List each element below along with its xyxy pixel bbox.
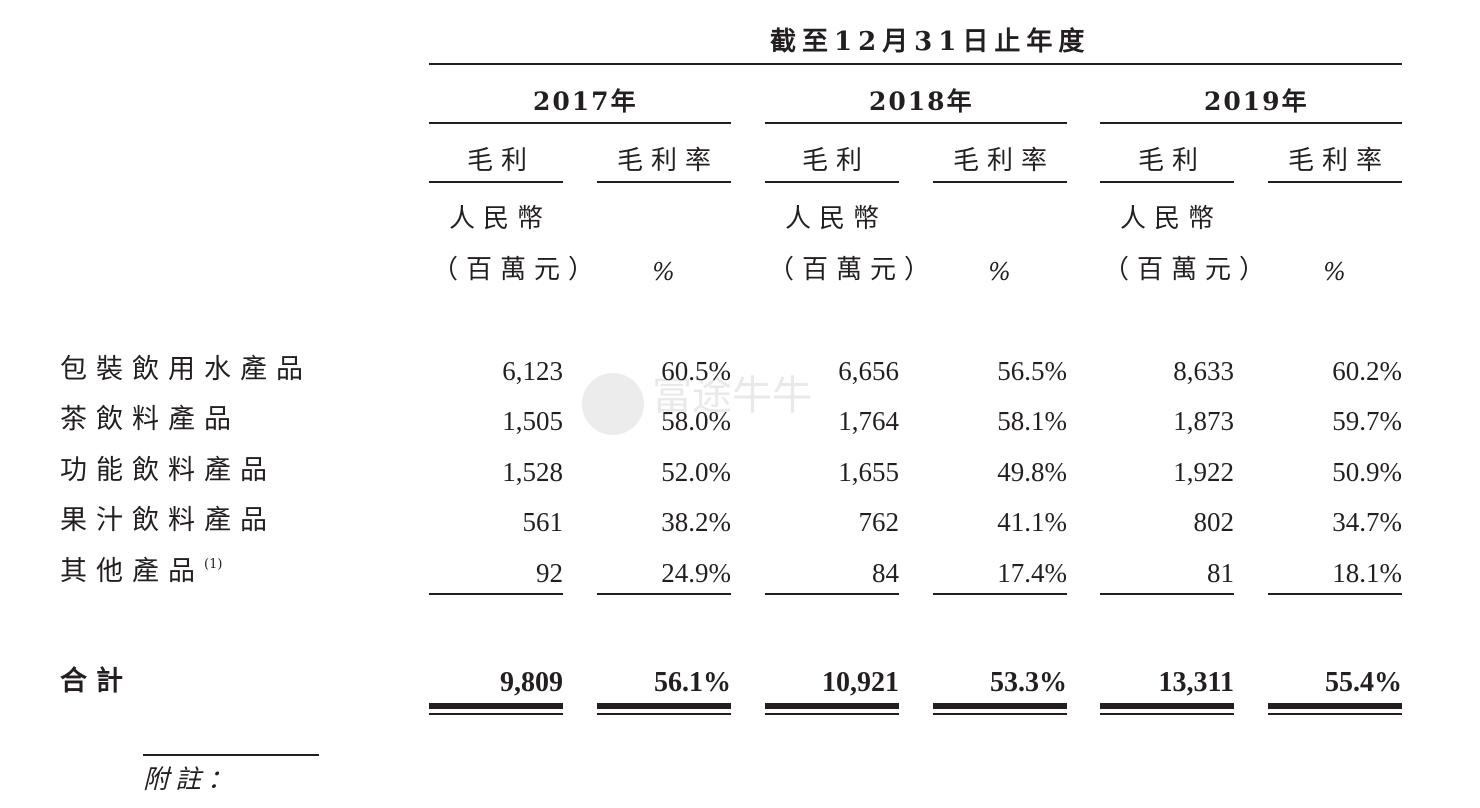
row-label-other-text: 其他產品: [60, 556, 204, 587]
col-gross-margin-2019: 毛利率: [1288, 146, 1391, 176]
watermark-text: 富途牛牛: [652, 373, 812, 419]
cell-value: 1,764: [838, 406, 899, 436]
cell-value: 6,656: [838, 356, 899, 386]
footnote-marker: (1): [204, 557, 223, 572]
cell-value: 49.8%: [997, 457, 1067, 487]
cell-value: 59.7%: [1332, 406, 1402, 436]
cell-value: 561: [522, 507, 564, 537]
header-rule: [429, 63, 1402, 65]
unit-percent-2018: %: [988, 258, 1011, 286]
cell-value: 1,528: [502, 457, 563, 487]
unit-percent-2019: %: [1323, 258, 1346, 286]
cell-value: 60.5%: [661, 356, 731, 386]
year-header-2019: 2019年: [1204, 87, 1309, 116]
year-rule-2018: [765, 122, 1067, 124]
row-label-bottled-water: 包裝飲用水產品: [60, 354, 312, 385]
subtotal-rule: [597, 593, 731, 595]
period-title: 截至12月31日止年度: [770, 27, 1091, 57]
cell-value: 1,922: [1173, 457, 1234, 487]
cell-value: 58.1%: [997, 406, 1067, 436]
year-rule-2017: [429, 122, 731, 124]
subtotal-rule: [429, 593, 563, 595]
cell-value: 84: [872, 558, 899, 588]
cell-value: 1,655: [838, 457, 899, 487]
row-label-functional-beverage: 功能飲料產品: [60, 455, 276, 486]
subtotal-rule: [933, 593, 1067, 595]
total-double-rule: [765, 703, 899, 709]
total-double-rule: [1268, 713, 1402, 715]
total-value: 9,809: [500, 667, 563, 698]
col-rule: [1268, 181, 1402, 183]
year-rule-2019: [1100, 122, 1402, 124]
total-double-rule: [1268, 703, 1402, 709]
watermark-logo-icon: [582, 373, 644, 435]
cell-value: 92: [536, 558, 563, 588]
total-double-rule: [597, 703, 731, 709]
row-label-tea-beverage: 茶飲料產品: [60, 404, 240, 435]
footnote-label: 附註：: [143, 765, 240, 795]
col-rule: [429, 181, 563, 183]
total-double-rule: [1100, 703, 1234, 709]
total-double-rule: [933, 713, 1067, 715]
total-label: 合計: [60, 666, 132, 697]
total-value: 55.4%: [1325, 667, 1402, 698]
row-label-juice-beverage: 果汁飲料產品: [60, 505, 276, 536]
cell-value: 802: [1193, 507, 1235, 537]
cell-value: 52.0%: [661, 457, 731, 487]
cell-value: 18.1%: [1332, 558, 1402, 588]
cell-value: 56.5%: [997, 356, 1067, 386]
total-double-rule: [597, 713, 731, 715]
unit-currency-2018: 人民幣: [785, 204, 888, 234]
col-gross-margin-2018: 毛利率: [953, 146, 1056, 176]
cell-value: 41.1%: [997, 507, 1067, 537]
cell-value: 24.9%: [661, 558, 731, 588]
unit-millions-2019: （百萬元）: [1103, 255, 1274, 285]
col-rule: [765, 181, 899, 183]
total-double-rule: [933, 703, 1067, 709]
total-double-rule: [429, 713, 563, 715]
cell-value: 58.0%: [661, 406, 731, 436]
cell-value: 38.2%: [661, 507, 731, 537]
total-double-rule: [1100, 713, 1234, 715]
cell-value: 6,123: [502, 356, 563, 386]
footnote-rule: [143, 754, 319, 756]
cell-value: 17.4%: [997, 558, 1067, 588]
year-header-2017: 2017年: [533, 87, 638, 116]
cell-value: 81: [1207, 558, 1234, 588]
total-double-rule: [429, 703, 563, 709]
unit-currency-2019: 人民幣: [1120, 204, 1223, 234]
total-double-rule: [765, 713, 899, 715]
subtotal-rule: [765, 593, 899, 595]
total-value: 53.3%: [990, 667, 1067, 698]
year-header-2018: 2018年: [869, 87, 974, 116]
col-gross-profit-2018: 毛利: [802, 146, 871, 176]
cell-value: 762: [858, 507, 900, 537]
col-gross-profit-2019: 毛利: [1138, 146, 1207, 176]
cell-value: 34.7%: [1332, 507, 1402, 537]
total-value: 56.1%: [654, 667, 731, 698]
cell-value: 8,633: [1173, 356, 1234, 386]
subtotal-rule: [1100, 593, 1234, 595]
cell-value: 60.2%: [1332, 356, 1402, 386]
total-value: 10,921: [822, 667, 899, 698]
col-rule: [933, 181, 1067, 183]
col-rule: [1100, 181, 1234, 183]
unit-percent-2017: %: [652, 258, 675, 286]
subtotal-rule: [1268, 593, 1402, 595]
col-gross-profit-2017: 毛利: [467, 146, 536, 176]
cell-value: 50.9%: [1332, 457, 1402, 487]
unit-millions-2017: （百萬元）: [432, 255, 603, 285]
col-gross-margin-2017: 毛利率: [617, 146, 720, 176]
total-value: 13,311: [1158, 667, 1234, 698]
unit-currency-2017: 人民幣: [449, 204, 552, 234]
unit-millions-2018: （百萬元）: [768, 255, 939, 285]
cell-value: 1,873: [1173, 406, 1234, 436]
col-rule: [597, 181, 731, 183]
row-label-other-products: 其他產品(1): [60, 558, 222, 585]
cell-value: 1,505: [502, 406, 563, 436]
